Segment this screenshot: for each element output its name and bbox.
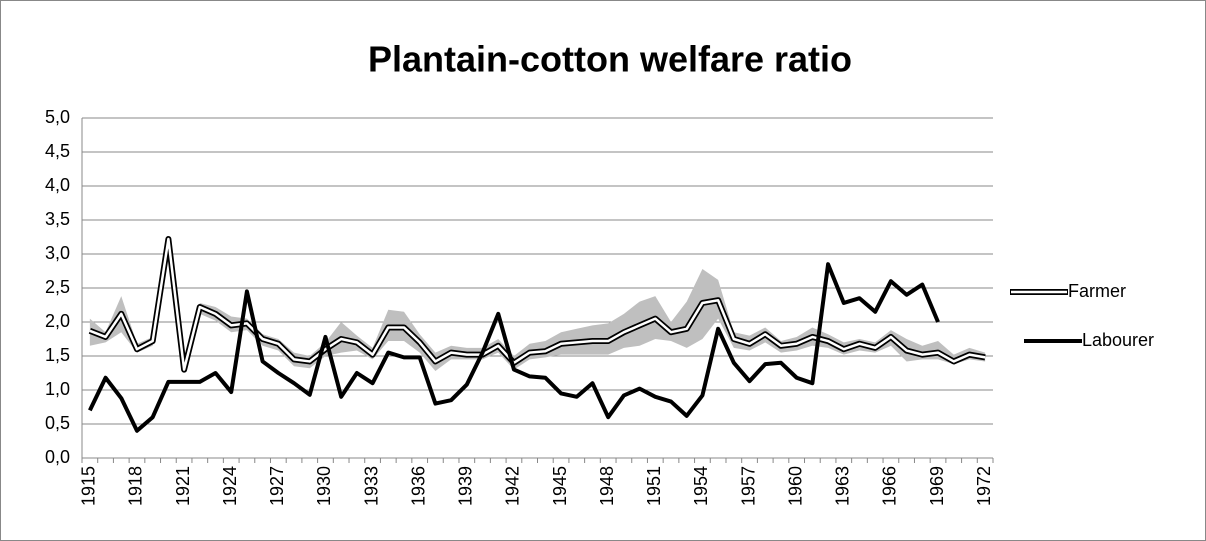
series-line-inner bbox=[89, 237, 986, 371]
x-tick-label: 1954 bbox=[691, 466, 711, 506]
x-tick-label: 1966 bbox=[880, 466, 900, 506]
y-tick-label: 0,5 bbox=[45, 413, 70, 433]
x-tick-label: 1915 bbox=[79, 466, 99, 506]
x-tick-label: 1933 bbox=[361, 466, 381, 506]
x-tick-label: 1951 bbox=[644, 466, 664, 506]
y-tick-label: 1,0 bbox=[45, 379, 70, 399]
x-tick-label: 1969 bbox=[927, 466, 947, 506]
legend-label: Labourer bbox=[1082, 330, 1154, 350]
y-tick-label: 1,5 bbox=[45, 345, 70, 365]
y-tick-label: 3,5 bbox=[45, 209, 70, 229]
series-line bbox=[88, 262, 940, 433]
x-tick-label: 1963 bbox=[833, 466, 853, 506]
y-tick-label: 2,0 bbox=[45, 311, 70, 331]
y-tick-label: 2,5 bbox=[45, 277, 70, 297]
y-tick-label: 4,5 bbox=[45, 141, 70, 161]
x-tick-label: 1927 bbox=[267, 466, 287, 506]
x-tick-label: 1942 bbox=[503, 466, 523, 506]
x-tick-label: 1930 bbox=[314, 466, 334, 506]
x-tick-label: 1972 bbox=[974, 466, 994, 506]
x-tick-label: 1948 bbox=[597, 466, 617, 506]
y-tick-label: 5,0 bbox=[45, 107, 70, 127]
x-tick-label: 1924 bbox=[220, 466, 240, 506]
chart-title: Plantain-cotton welfare ratio bbox=[368, 39, 852, 80]
y-tick-label: 4,0 bbox=[45, 175, 70, 195]
x-tick-label: 1921 bbox=[173, 466, 193, 506]
x-tick-label: 1957 bbox=[738, 466, 758, 506]
x-tick-label: 1936 bbox=[408, 466, 428, 506]
x-tick-label: 1945 bbox=[550, 466, 570, 506]
x-tick-label: 1918 bbox=[126, 466, 146, 506]
x-tick-label: 1939 bbox=[456, 466, 476, 506]
legend-label: Farmer bbox=[1068, 281, 1126, 301]
y-tick-label: 0,0 bbox=[45, 447, 70, 467]
x-tick-label: 1960 bbox=[785, 466, 805, 506]
y-tick-label: 3,0 bbox=[45, 243, 70, 263]
